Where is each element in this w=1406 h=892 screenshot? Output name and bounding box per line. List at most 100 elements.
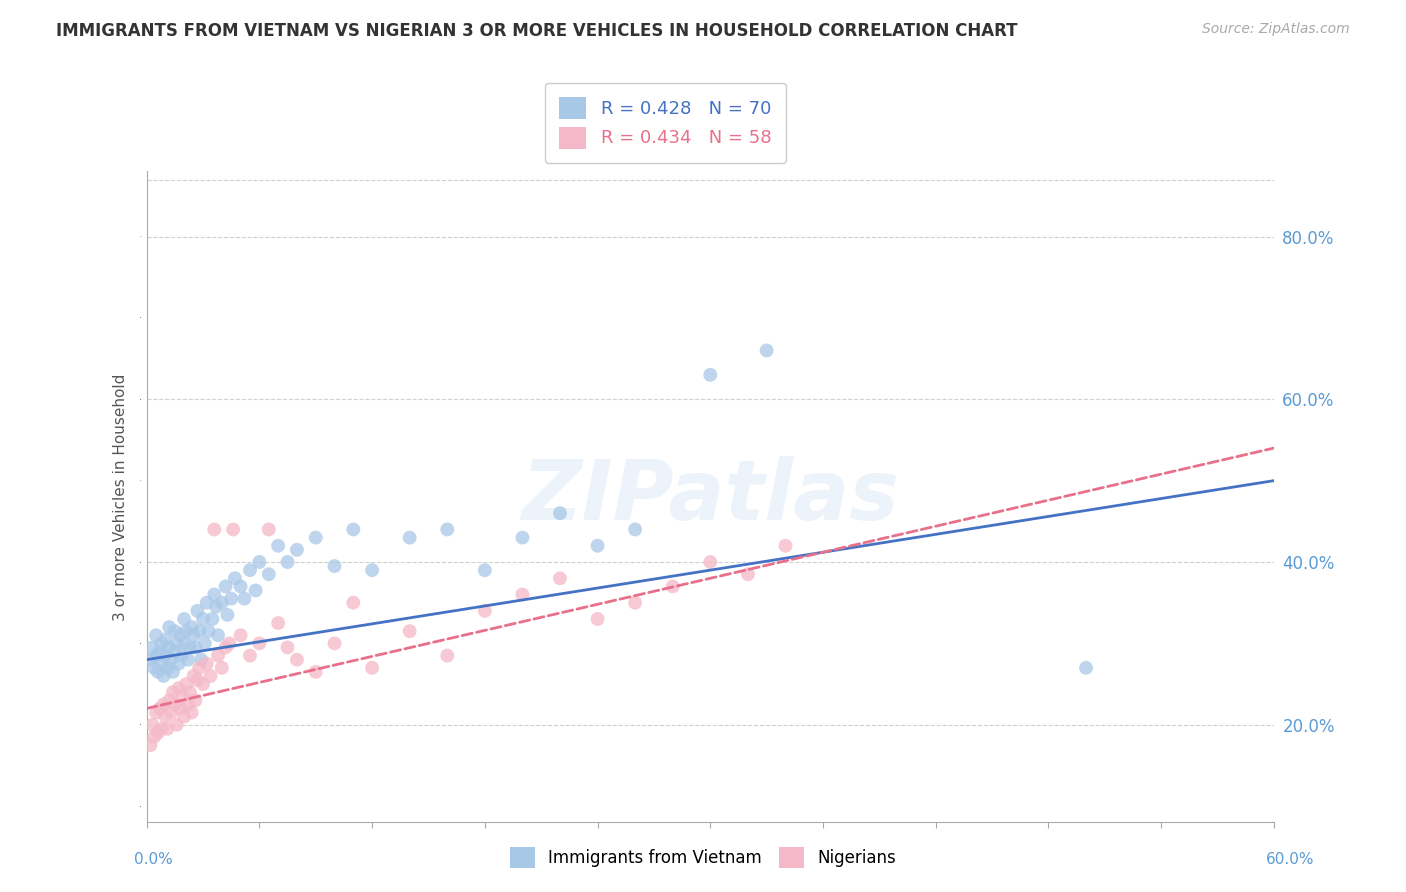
Point <box>163 698 186 712</box>
Point <box>229 628 252 642</box>
Point <box>163 644 186 658</box>
Point <box>699 555 721 569</box>
Point <box>277 640 299 655</box>
Point <box>150 722 173 736</box>
Point <box>167 681 190 695</box>
Point <box>548 571 571 585</box>
Point <box>586 539 609 553</box>
Point <box>141 717 163 731</box>
Point <box>267 615 290 630</box>
Point <box>180 706 202 720</box>
Point <box>755 343 778 358</box>
Point <box>150 636 173 650</box>
Point <box>267 539 290 553</box>
Point <box>361 661 384 675</box>
Y-axis label: 3 or more Vehicles in Household: 3 or more Vehicles in Household <box>114 373 128 621</box>
Point <box>177 698 200 712</box>
Point <box>512 588 534 602</box>
Point <box>239 563 262 577</box>
Point <box>257 523 280 537</box>
Point <box>194 636 217 650</box>
Point <box>214 579 236 593</box>
Point <box>169 701 191 715</box>
Point <box>474 563 496 577</box>
Point <box>149 701 172 715</box>
Point <box>152 669 174 683</box>
Point <box>146 726 169 740</box>
Point <box>155 648 177 663</box>
Point <box>149 644 172 658</box>
Text: 0.0%: 0.0% <box>134 852 173 867</box>
Point <box>145 706 167 720</box>
Point <box>143 661 166 675</box>
Text: 60.0%: 60.0% <box>1267 852 1315 867</box>
Point <box>179 685 201 699</box>
Point <box>139 653 162 667</box>
Point <box>247 555 270 569</box>
Point <box>183 669 205 683</box>
Point <box>190 653 212 667</box>
Legend: Immigrants from Vietnam, Nigerians: Immigrants from Vietnam, Nigerians <box>498 836 908 880</box>
Point <box>737 567 759 582</box>
Point <box>163 624 186 639</box>
Point <box>200 669 222 683</box>
Point <box>183 628 205 642</box>
Point <box>155 632 177 647</box>
Point <box>205 599 228 614</box>
Point <box>277 555 299 569</box>
Point <box>222 523 245 537</box>
Point <box>323 559 346 574</box>
Point <box>202 523 225 537</box>
Point <box>186 673 208 687</box>
Point <box>1074 661 1097 675</box>
Point <box>184 640 207 655</box>
Point <box>197 624 219 639</box>
Point <box>775 539 797 553</box>
Point <box>211 596 233 610</box>
Point <box>624 523 647 537</box>
Point <box>146 665 169 679</box>
Point <box>195 657 218 671</box>
Point <box>157 693 180 707</box>
Point <box>548 506 571 520</box>
Point <box>436 523 458 537</box>
Point <box>157 640 180 655</box>
Point <box>229 579 252 593</box>
Point <box>191 612 214 626</box>
Point <box>173 636 195 650</box>
Point <box>624 596 647 610</box>
Point <box>219 591 242 606</box>
Point <box>239 648 262 663</box>
Point <box>512 531 534 545</box>
Point <box>201 612 224 626</box>
Point <box>145 648 167 663</box>
Point <box>188 661 211 675</box>
Point <box>214 640 236 655</box>
Point <box>139 738 162 752</box>
Point <box>188 624 211 639</box>
Point <box>398 531 420 545</box>
Point <box>174 677 197 691</box>
Point <box>224 571 246 585</box>
Point <box>342 596 364 610</box>
Point <box>173 612 195 626</box>
Point <box>586 612 609 626</box>
Point <box>218 636 240 650</box>
Point <box>245 583 267 598</box>
Text: IMMIGRANTS FROM VIETNAM VS NIGERIAN 3 OR MORE VEHICLES IN HOUSEHOLD CORRELATION : IMMIGRANTS FROM VIETNAM VS NIGERIAN 3 OR… <box>56 22 1018 40</box>
Point <box>257 567 280 582</box>
Point <box>156 722 179 736</box>
Point <box>173 709 195 723</box>
Point <box>169 628 191 642</box>
Point <box>162 665 184 679</box>
Point <box>202 588 225 602</box>
Point <box>172 648 194 663</box>
Point <box>156 661 179 675</box>
Point <box>285 653 308 667</box>
Point <box>174 624 197 639</box>
Point <box>160 653 183 667</box>
Point <box>398 624 420 639</box>
Point <box>157 620 180 634</box>
Point <box>150 657 173 671</box>
Point <box>195 596 218 610</box>
